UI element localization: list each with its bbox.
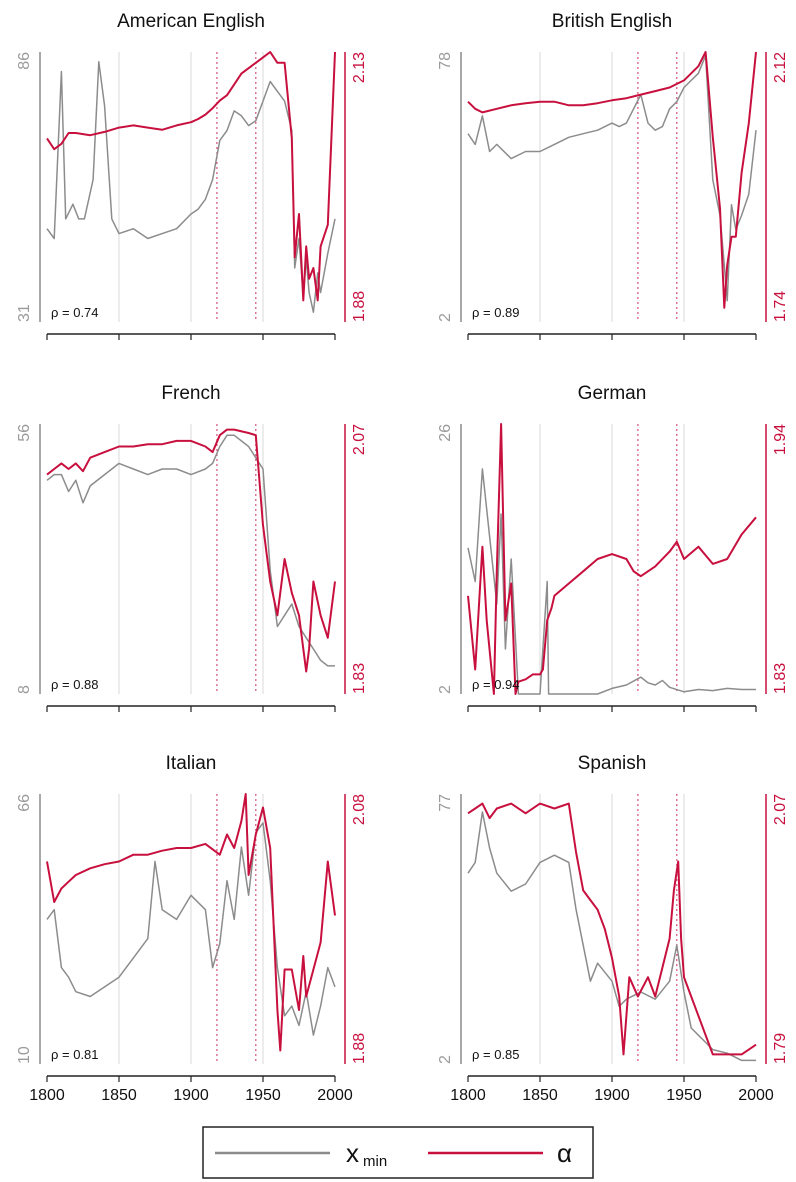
series-alpha-line	[46, 793, 336, 1052]
right-axis-max-label: 1.94	[772, 424, 789, 455]
right-axis-max-label: 2.07	[772, 794, 789, 825]
x-tick-label: 1800	[29, 1087, 65, 1104]
left-axis-max-label: 77	[437, 794, 454, 812]
rho-label: ρ = 0.85	[472, 1047, 520, 1062]
rho-label: ρ = 0.81	[51, 1047, 99, 1062]
series-alpha-line	[46, 428, 336, 673]
right-axis-max-label: 2.12	[772, 52, 789, 83]
panel-title: French	[161, 383, 220, 404]
right-axis-min-label: 1.74	[772, 291, 789, 322]
panel-german: 26 2 1.94 1.83 German ρ = 0.94	[437, 383, 789, 712]
series-xmin-line	[467, 54, 757, 302]
rho-label: ρ = 0.74	[51, 305, 99, 320]
left-axis-max-label: 56	[16, 424, 33, 442]
rho-label: ρ = 0.88	[51, 677, 99, 692]
series-xmin-line	[467, 811, 756, 1062]
right-axis-min-label: 1.79	[772, 1033, 789, 1064]
panel-british-english: 78 2 2.12 1.74 British English ρ = 0.89	[437, 11, 789, 340]
panel-french: 56 8 2.07 1.83 French ρ = 0.88	[16, 383, 368, 712]
series-alpha-line	[467, 802, 757, 1056]
legend: x min α	[202, 1126, 594, 1179]
legend-xmin-subscript: min	[363, 1153, 387, 1170]
left-axis-min-label: 10	[16, 1046, 33, 1064]
series-alpha-line	[467, 51, 757, 309]
left-axis-min-label: 31	[16, 304, 33, 322]
left-axis-min-label: 8	[16, 685, 33, 694]
right-axis-max-label: 2.08	[351, 794, 368, 825]
right-axis-min-label: 1.88	[351, 291, 368, 322]
series-alpha-line	[467, 423, 757, 695]
left-axis-min-label: 2	[437, 1055, 454, 1064]
x-tick-label: 1800	[450, 1087, 486, 1104]
left-axis-min-label: 2	[437, 313, 454, 322]
x-tick-label: 1950	[666, 1087, 702, 1104]
right-axis-min-label: 1.88	[351, 1033, 368, 1064]
series-xmin-line	[46, 434, 335, 667]
legend-xmin-label: x	[346, 1138, 359, 1168]
panel-title: Spanish	[578, 753, 647, 774]
x-tick-label: 1950	[245, 1087, 281, 1104]
rho-label: ρ = 0.89	[472, 305, 520, 320]
x-tick-label: 2000	[317, 1087, 353, 1104]
right-axis-max-label: 2.07	[351, 424, 368, 455]
x-tick-label: 1900	[173, 1087, 209, 1104]
panel-italian: 66 10 2.08 1.88 1800 1850 1900 1950 2000 Italian ρ…	[16, 753, 368, 1104]
right-axis-max-label: 2.13	[351, 52, 368, 83]
left-axis-max-label: 66	[16, 794, 33, 812]
panel-title: American English	[117, 11, 265, 32]
panel-title: German	[578, 383, 647, 404]
series-alpha-line	[46, 51, 336, 302]
left-axis-min-label: 2	[437, 685, 454, 694]
right-axis-min-label: 1.83	[772, 663, 789, 694]
panel-spanish: 77 2 2.07 1.79 1800 1850 1900 1950 2000 Spanish ρ …	[437, 753, 789, 1104]
panel-title: Italian	[166, 753, 217, 774]
series-xmin-line	[467, 468, 756, 695]
left-axis-max-label: 26	[437, 424, 454, 442]
series-xmin-line	[46, 822, 336, 1036]
left-axis-max-label: 86	[16, 52, 33, 70]
rho-label: ρ = 0.94	[472, 677, 520, 692]
x-tick-label: 2000	[738, 1087, 774, 1104]
x-tick-label: 1850	[522, 1087, 558, 1104]
legend-alpha-label: α	[557, 1138, 572, 1168]
panel-american-english: 86 31 2.13 1.88 American English ρ = 0.74	[16, 11, 368, 340]
x-tick-label: 1900	[594, 1087, 630, 1104]
panel-title: British English	[552, 11, 672, 32]
left-axis-max-label: 78	[437, 52, 454, 70]
right-axis-min-label: 1.83	[351, 663, 368, 694]
x-tick-label: 1850	[101, 1087, 137, 1104]
